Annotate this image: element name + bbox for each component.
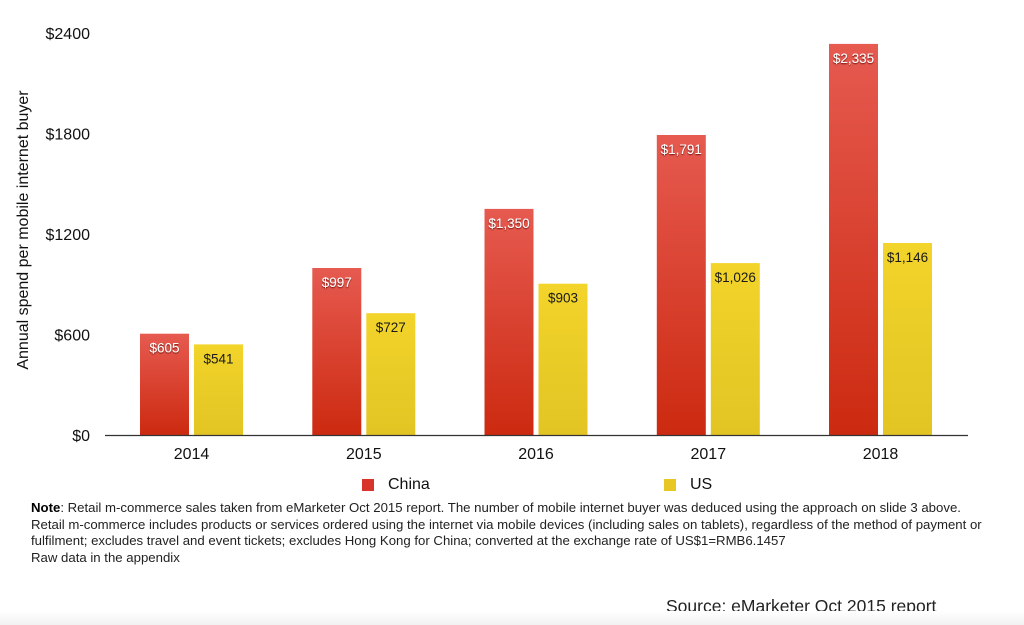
legend-label-us: US [690, 476, 713, 493]
legend-item-china: China [362, 476, 430, 494]
data-label-us-2014: $541 [203, 351, 233, 366]
bar-us-2016 [538, 283, 588, 435]
data-label-us-2016: $903 [548, 291, 578, 306]
y-tick-label: $1200 [46, 227, 91, 244]
x-tick-label: 2018 [863, 446, 899, 463]
x-tick-label: 2014 [174, 446, 210, 463]
bar-china-2018 [829, 43, 878, 436]
bar-chart: $0 $600 $1200 $1800 $2400 $605 $541 $997 $727 $1… [46, 26, 968, 463]
data-label-us-2015: $727 [376, 320, 406, 335]
bar-china-2014 [140, 333, 189, 435]
bar-us-2018 [883, 243, 932, 435]
x-tick-label: 2016 [518, 446, 554, 463]
bar-us-2017 [710, 263, 760, 435]
legend-swatch-us [664, 479, 676, 491]
y-axis-label-container: Annual spend per mobile internet buyer [6, 80, 42, 380]
note-line-1: : Retail m-commerce sales taken from eMa… [60, 500, 961, 515]
data-label-us-2017: $1,026 [715, 270, 756, 285]
legend-item-us: US [664, 476, 712, 494]
y-tick-label: $2400 [46, 26, 91, 43]
data-label-us-2018: $1,146 [887, 250, 928, 265]
data-label-china-2016: $1,350 [488, 216, 529, 231]
data-label-china-2015: $997 [322, 275, 352, 290]
data-label-china-2018: $2,335 [833, 51, 874, 66]
notes: Note: Retail m-commerce sales taken from… [31, 500, 1016, 566]
bar-china-2017 [656, 135, 706, 435]
footer-shade [0, 611, 1024, 625]
y-tick-label: $1800 [46, 127, 91, 144]
x-tick-label: 2017 [691, 446, 727, 463]
y-tick-label: $600 [54, 328, 90, 345]
x-tick-label: 2015 [346, 446, 382, 463]
bar-china-2015 [312, 268, 362, 435]
note-line-3: Raw data in the appendix [31, 549, 180, 565]
legend-label-china: China [388, 476, 430, 493]
y-axis-label: Annual spend per mobile internet buyer [15, 90, 32, 370]
bar-us-2015 [366, 313, 416, 435]
legend-swatch-china [362, 479, 374, 491]
y-tick-label: $0 [72, 428, 90, 445]
note-bold-label: Note [31, 500, 61, 515]
bar-china-2016 [484, 208, 534, 435]
data-label-china-2017: $1,791 [661, 142, 702, 157]
note-line-2: Retail m-commerce includes products or s… [31, 516, 982, 549]
bar-us-2014 [194, 344, 243, 435]
note-paragraph: Note: Retail m-commerce sales taken from… [31, 500, 1016, 517]
data-label-china-2014: $605 [149, 341, 179, 356]
